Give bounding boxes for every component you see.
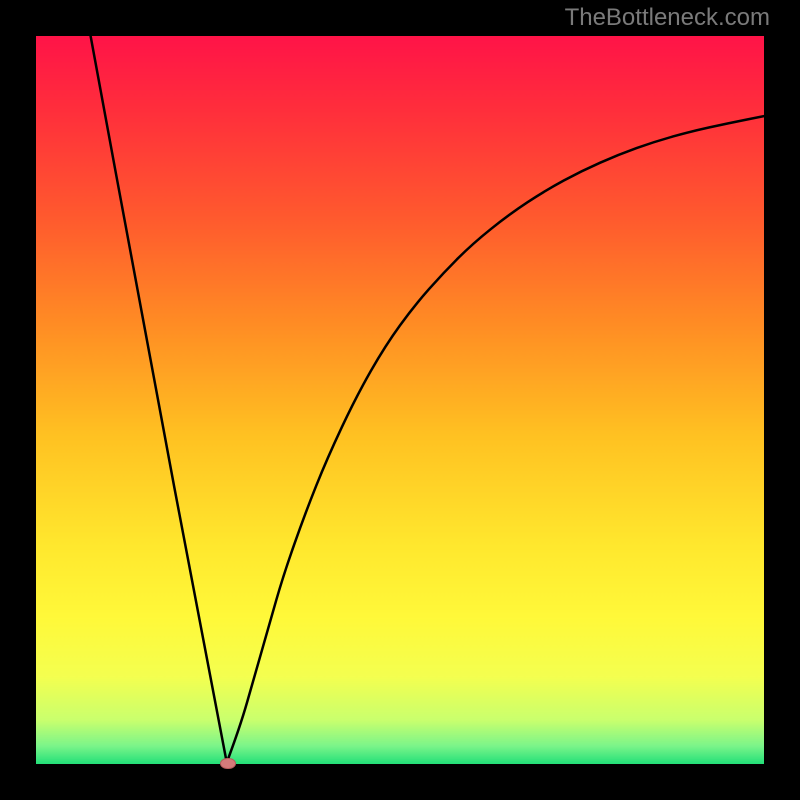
watermark-text: TheBottleneck.com	[565, 4, 770, 32]
plot-area	[36, 36, 764, 764]
chart-stage: TheBottleneck.com	[0, 0, 800, 800]
minimum-marker	[220, 758, 236, 770]
bottleneck-curve	[36, 36, 764, 764]
